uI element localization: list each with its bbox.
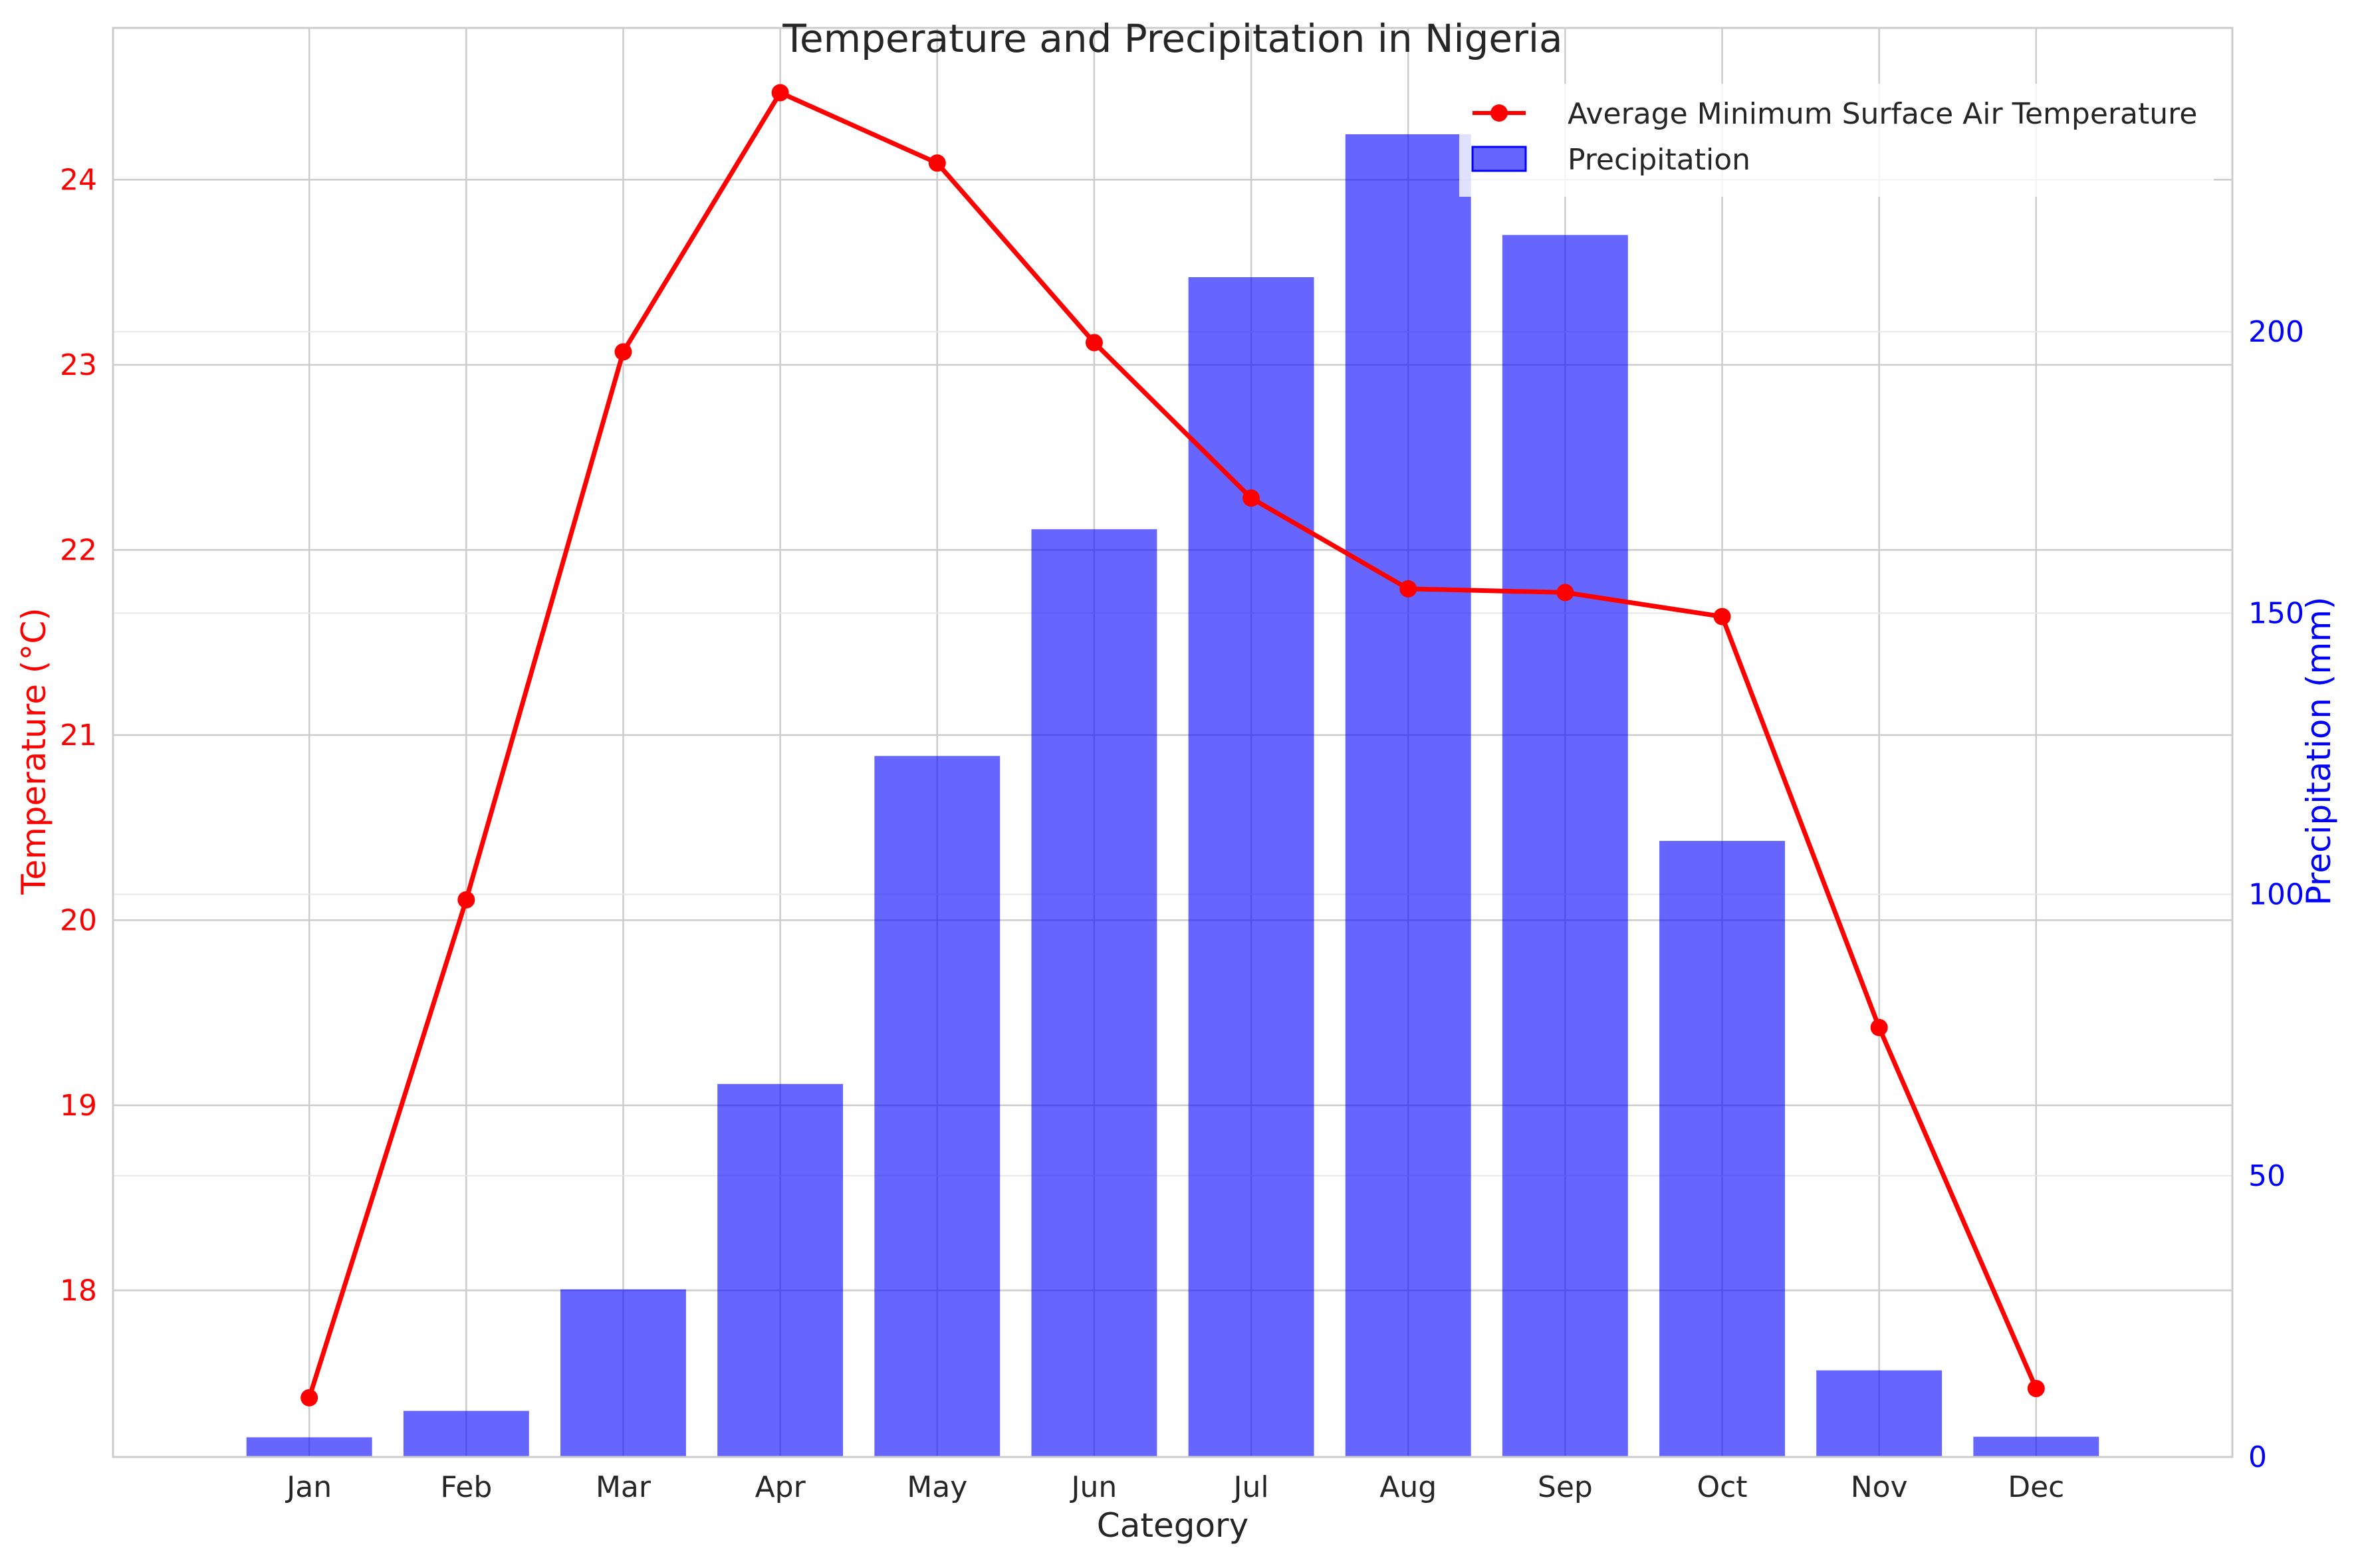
x-tick-label: Nov [1851,1470,1908,1504]
temperature-point-aug [1399,580,1417,598]
temperature-point-mar [614,343,632,361]
y-left-tick-label: 23 [60,348,97,382]
precipitation-bar-may [874,756,1001,1457]
temperature-point-apr [771,84,789,102]
precipitation-bar-feb [403,1410,529,1457]
precipitation-bar-apr [717,1083,844,1457]
temperature-point-jul [1242,489,1260,507]
y-right-tick-label: 50 [2248,1159,2286,1193]
y-left-tick-label: 18 [60,1274,97,1307]
plot-frame [112,27,2234,1458]
y-left-tick-label: 20 [60,903,97,937]
precipitation-bar-jun [1031,529,1157,1458]
x-tick-label: Dec [2008,1470,2064,1504]
precipitation-bar-nov [1816,1370,1943,1457]
temperature-point-jan [300,1389,318,1406]
precipitation-bar-jul [1188,277,1314,1457]
legend-label-precipitation: Precipitation [1568,143,1750,177]
precipitation-bar-mar [560,1289,686,1457]
legend-frame [1459,84,2214,197]
legend-marker-swatch [1490,104,1508,122]
y-left-tick-label: 19 [60,1089,97,1123]
precipitation-bar-sep [1502,235,1628,1457]
temperature-point-nov [1870,1018,1888,1036]
x-tick-label: Aug [1379,1470,1437,1504]
precipitation-bar-aug [1345,134,1471,1457]
precipitation-bar-jan [246,1437,372,1457]
temperature-line [306,90,2039,1399]
x-axis-label: Category [1097,1506,1248,1545]
x-tick-label: Oct [1697,1470,1747,1504]
x-tick-label: Apr [755,1470,806,1504]
temperature-point-sep [1556,584,1574,602]
legend-label-temperature: Average Minimum Surface Air Temperature [1568,97,2197,131]
y-axis-left-label: Temperature (°C) [15,608,53,895]
temperature-point-oct [1713,608,1731,625]
precipitation-bar-dec [1973,1436,2099,1457]
precipitation-bar-oct [1659,841,1785,1457]
x-tick-label: Sep [1538,1470,1593,1504]
grid [113,28,2232,1458]
x-tick-label: Mar [596,1470,651,1504]
x-tick-label: Jun [1070,1470,1118,1504]
legend-bar-swatch [1471,146,1527,172]
temperature-point-feb [457,891,475,909]
y-right-tick-label: 100 [2248,878,2304,912]
bar-series [246,134,2099,1458]
x-tick-label: May [907,1470,967,1504]
y-left-tick-label: 21 [60,719,97,752]
y-right-tick-label: 0 [2248,1440,2267,1474]
chart-title: Temperature and Precipitation in Nigeria [782,16,1562,61]
line-series [300,84,2045,1406]
axes: Jan Feb Mar Apr May Jun Jul Aug Sep Oct Nov Dec 18 19… [60,27,2304,1504]
legend: Average Minimum Surface Air Temperature … [1459,84,2214,197]
y-left-tick-label: 24 [60,163,97,197]
x-tick-label: Jul [1232,1470,1269,1504]
x-tick-label: Feb [440,1470,492,1504]
y-right-tick-label: 150 [2248,596,2304,630]
temperature-point-may [928,154,946,172]
y-left-tick-label: 22 [60,533,97,567]
y-right-tick-label: 200 [2248,315,2304,349]
temperature-point-jun [1085,334,1103,352]
y-axis-right-label: Precipitation (mm) [2300,597,2338,906]
x-tick-label: Jan [285,1470,332,1504]
temperature-point-dec [2027,1379,2045,1397]
